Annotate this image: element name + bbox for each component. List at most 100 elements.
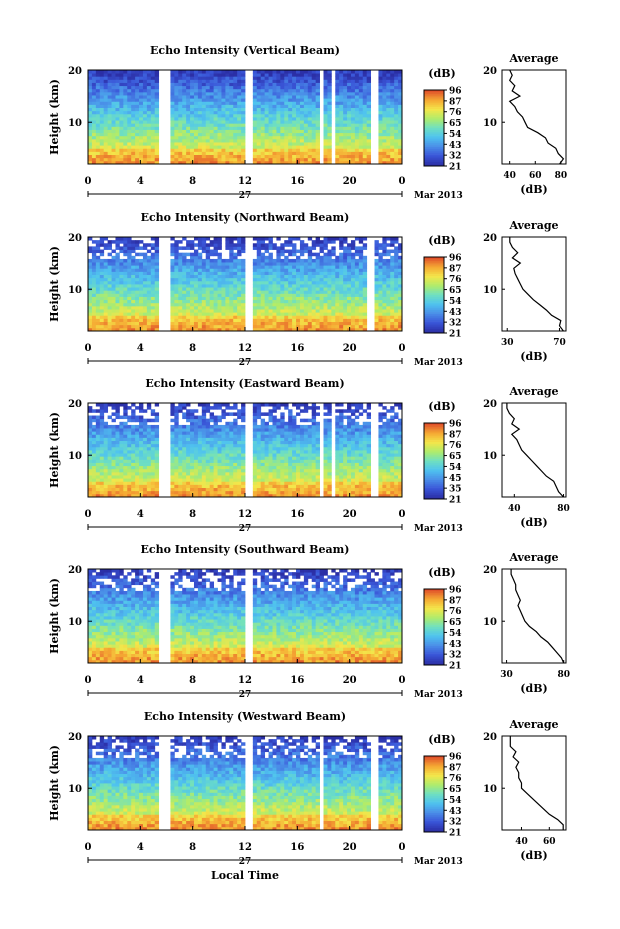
colorbar-tick-label: 96 <box>449 753 462 763</box>
profile-title: Average <box>508 718 558 731</box>
x-tick-label: 16 <box>290 176 304 187</box>
profile-x-tick-label: 60 <box>543 837 556 847</box>
y-tick-label: 20 <box>68 732 82 743</box>
x-tick-label: 12 <box>238 675 252 686</box>
profile-y-tick-label: 20 <box>483 399 497 410</box>
date-month: Mar 2013 <box>414 191 463 201</box>
x-tick-label: 0 <box>399 343 406 354</box>
profile-y-tick-label: 10 <box>483 451 497 462</box>
heatmap-cells <box>88 736 403 831</box>
profile-frame <box>501 735 567 831</box>
x-tick-label: 12 <box>238 509 252 520</box>
y-tick-label: 10 <box>68 617 82 628</box>
colorbar-tick-label: 87 <box>449 763 462 773</box>
colorbar-tick-label: 96 <box>449 87 462 97</box>
profile-line <box>510 569 565 664</box>
panel-3: Echo Intensity (Eastward Beam) 10 20 Height… <box>48 377 570 534</box>
x-tick-label: 0 <box>399 842 406 853</box>
x-tick-label: 16 <box>290 343 304 354</box>
x-tick-label: 0 <box>85 842 92 853</box>
colorbar-tick-label: 96 <box>449 420 462 430</box>
x-axis-label: Local Time <box>211 869 279 882</box>
colorbar-tick-label: 32 <box>449 152 462 162</box>
colorbar-tick-label: 76 <box>449 108 462 118</box>
colorbar-tick-label: 21 <box>449 496 462 506</box>
profile-y-tick-label: 20 <box>483 565 497 576</box>
y-axis-label: Height (km) <box>48 745 61 821</box>
heatmap-cells <box>88 70 403 165</box>
x-tick-label: 0 <box>85 675 92 686</box>
panel-5: Echo Intensity (Westward Beam) 10 20 Height… <box>48 710 567 867</box>
x-tick-label: 4 <box>137 675 144 686</box>
profile-x-label: (dB) <box>520 516 547 529</box>
colorbar <box>424 257 444 334</box>
profile-x-label: (dB) <box>520 682 547 695</box>
colorbar-frame <box>423 89 445 167</box>
x-tick-label: 12 <box>238 343 252 354</box>
x-tick-label: 0 <box>399 509 406 520</box>
colorbar <box>424 90 444 167</box>
y-axis-label: Height (km) <box>48 578 61 654</box>
profile-line <box>509 237 564 332</box>
profile-x-label: (dB) <box>520 183 547 196</box>
panel-4: Echo Intensity (Southward Beam) 10 20 Heigh… <box>48 543 570 700</box>
x-tick-label: 0 <box>85 176 92 187</box>
colorbar-tick-label: 32 <box>449 818 462 828</box>
panel-title: Echo Intensity (Southward Beam) <box>141 543 350 556</box>
profile-x-tick-label: 80 <box>557 670 570 680</box>
y-tick-label: 20 <box>68 66 82 77</box>
colorbar-tick-label: 43 <box>449 807 462 817</box>
profile-frame <box>501 568 567 664</box>
panel-1: Echo Intensity (Vertical Beam) 10 20 Height… <box>48 44 567 201</box>
colorbar-tick-label: 65 <box>449 286 462 296</box>
y-tick-label: 10 <box>68 285 82 296</box>
colorbar-tick-label: 54 <box>449 629 462 639</box>
date-day: 27 <box>239 191 252 201</box>
x-tick-label: 0 <box>399 176 406 187</box>
colorbar-tick-label: 45 <box>449 474 462 484</box>
profile-y-tick-label: 10 <box>483 784 497 795</box>
colorbar-unit: (dB) <box>428 67 455 80</box>
profile-title: Average <box>508 219 558 232</box>
colorbar-unit: (dB) <box>428 733 455 746</box>
colorbar-tick-label: 65 <box>449 618 462 628</box>
colorbar-tick-label: 21 <box>449 330 462 340</box>
profile-y-tick-label: 10 <box>483 285 497 296</box>
profile-x-label: (dB) <box>520 849 547 862</box>
colorbar-tick-label: 21 <box>449 163 462 173</box>
date-day: 27 <box>239 524 252 534</box>
colorbar-tick-label: 32 <box>449 319 462 329</box>
x-tick-label: 8 <box>189 343 196 354</box>
heatmap-cells <box>88 403 403 498</box>
x-tick-label: 20 <box>343 343 357 354</box>
y-tick-label: 10 <box>68 784 82 795</box>
heatmap-cells <box>88 237 403 332</box>
profile-x-label: (dB) <box>520 350 547 363</box>
x-tick-label: 16 <box>290 509 304 520</box>
profile-x-tick-label: 40 <box>508 504 521 514</box>
colorbar-tick-label: 43 <box>449 308 462 318</box>
x-tick-label: 20 <box>343 842 357 853</box>
colorbar-tick-label: 54 <box>449 796 462 806</box>
x-tick-label: 12 <box>238 176 252 187</box>
x-tick-label: 20 <box>343 176 357 187</box>
panel-title: Echo Intensity (Northward Beam) <box>141 211 350 224</box>
colorbar-frame <box>423 422 445 500</box>
profile-y-tick-label: 10 <box>483 617 497 628</box>
profile-title: Average <box>508 52 558 65</box>
colorbar-tick-label: 76 <box>449 275 462 285</box>
x-tick-label: 4 <box>137 343 144 354</box>
x-tick-label: 4 <box>137 509 144 520</box>
colorbar <box>424 423 444 500</box>
colorbar-tick-label: 76 <box>449 441 462 451</box>
colorbar-unit: (dB) <box>428 400 455 413</box>
colorbar-tick-label: 76 <box>449 607 462 617</box>
colorbar-frame <box>423 755 445 833</box>
profile-frame <box>501 236 567 332</box>
y-axis-label: Height (km) <box>48 79 61 155</box>
date-day: 27 <box>239 857 252 867</box>
date-day: 27 <box>239 358 252 368</box>
date-month: Mar 2013 <box>414 857 463 867</box>
x-tick-label: 20 <box>343 675 357 686</box>
profile-line <box>509 736 564 830</box>
